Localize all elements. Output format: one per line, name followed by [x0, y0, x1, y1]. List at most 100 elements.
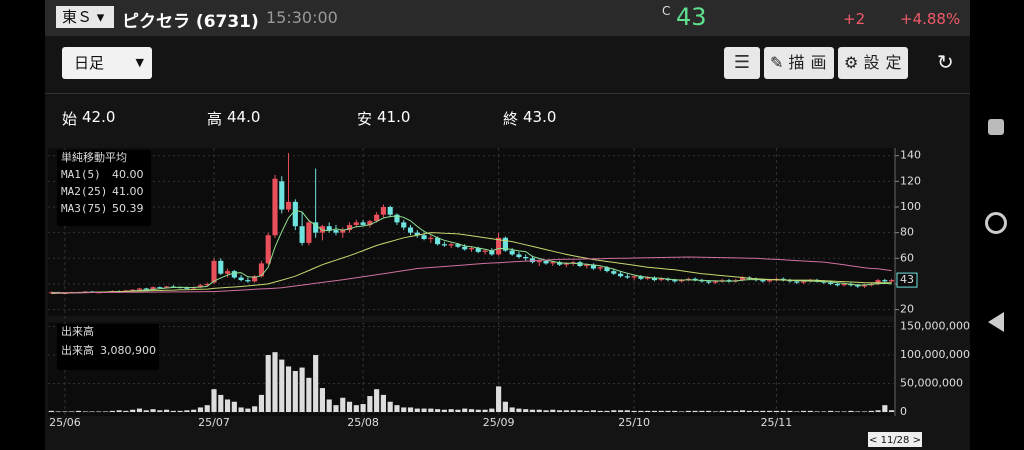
volume-bar [428, 408, 434, 412]
volume-bar [103, 411, 109, 412]
candle-body [306, 222, 312, 243]
home-button[interactable] [985, 212, 1007, 234]
volume-bar [557, 410, 563, 412]
volume-tick-label: 100,000,000 [900, 348, 970, 361]
volume-bar [821, 411, 827, 412]
indicator-button[interactable]: ☰ [724, 47, 760, 79]
volume-bar [712, 411, 719, 412]
volume-bar [509, 407, 515, 412]
volume-tick-label: 50,000,000 [900, 377, 963, 390]
volume-bar [882, 405, 888, 412]
candle-body [468, 248, 475, 250]
volume-bar [868, 410, 874, 412]
candle-body [319, 226, 326, 233]
volume-bar [841, 411, 847, 412]
recents-button[interactable] [988, 119, 1004, 135]
candle-body [875, 280, 881, 284]
change-pct: +4.88% [900, 10, 961, 28]
volume-bar [577, 410, 583, 412]
period-select[interactable]: 日足 ▼ [62, 47, 152, 79]
volume-bar [319, 388, 326, 412]
candle-body [401, 222, 407, 228]
volume-bar [333, 405, 339, 412]
summary-value: 42.0 [82, 108, 116, 126]
volume-bar [848, 410, 854, 412]
volume-tick-label: 0 [900, 405, 907, 418]
volume-bar [631, 410, 637, 412]
chart: 20406080100120140050,000,000100,000,0001… [48, 148, 970, 447]
volume-bar [258, 394, 265, 412]
candle-body [760, 280, 766, 282]
candle-body [767, 280, 773, 282]
exchange-select[interactable]: 東Ｓ ▾ [56, 6, 114, 28]
volume-bar [69, 411, 75, 412]
volume-bar [265, 355, 271, 412]
candle-body [197, 285, 204, 288]
candle-body [604, 267, 610, 272]
candle-body [130, 289, 136, 291]
volume-bar [529, 409, 536, 412]
volume-bar [468, 409, 475, 412]
refresh-button[interactable]: ↻ [937, 50, 954, 74]
volume-label: 出来高 [61, 343, 94, 357]
candle-body [231, 271, 237, 278]
volume-bar [272, 352, 278, 412]
volume-bar [157, 410, 163, 412]
candle-body [448, 244, 454, 246]
candle-body [265, 235, 271, 264]
volume-bar [218, 394, 224, 412]
legend-title: 単純移動平均 [61, 150, 127, 164]
volume-bar [672, 410, 678, 412]
candle-body [252, 276, 258, 282]
volume-bar [394, 405, 400, 412]
volume-bar [780, 410, 786, 412]
candle-body [360, 222, 366, 225]
candle-body [624, 276, 630, 278]
x-tick-label: 25/08 [347, 416, 379, 429]
volume-bar [496, 386, 502, 412]
candle-body [272, 178, 278, 236]
candle-body [164, 286, 170, 288]
candle-body [692, 278, 698, 281]
volume-pane [48, 322, 895, 416]
volume-bar [326, 399, 332, 412]
volume-bar [170, 410, 176, 412]
volume-bar [164, 409, 170, 412]
summary-label: 始 [62, 110, 78, 128]
volume-bar [82, 411, 88, 412]
candle-body [861, 285, 868, 287]
change: +2 [843, 10, 866, 28]
y-tick-label: 140 [900, 149, 921, 162]
nav-bar [972, 0, 1024, 450]
draw-label: 描画 [788, 53, 833, 72]
volume-bar [489, 408, 495, 412]
volume-bar [523, 409, 529, 412]
volume-bar [346, 401, 353, 412]
volume-bar [455, 409, 461, 412]
volume-bar [638, 410, 644, 412]
y-tick-label: 60 [900, 251, 914, 264]
volume-bar [543, 410, 549, 412]
volume-bar [617, 410, 624, 412]
volume-bar [136, 408, 143, 412]
volume-bar [692, 410, 698, 412]
volume-bar [252, 406, 258, 412]
volume-bar [204, 405, 210, 412]
back-button[interactable] [988, 312, 1004, 332]
draw-button[interactable]: ✎ 描画 [764, 47, 834, 79]
volume-bar [502, 401, 508, 412]
volume-bar [197, 407, 204, 412]
settings-button[interactable]: ⚙ 設定 [838, 47, 908, 79]
candle-body [150, 287, 156, 290]
volume-bar [753, 410, 759, 412]
candle-body [828, 282, 834, 284]
candle-body [658, 278, 664, 281]
volume-bar [211, 389, 217, 412]
candle-body [712, 281, 719, 283]
candle-body [258, 263, 265, 277]
volume-bar [462, 408, 468, 412]
volume-bar [563, 410, 569, 412]
volume-bar [794, 411, 800, 412]
legend-name: MA1(5) [61, 168, 101, 181]
